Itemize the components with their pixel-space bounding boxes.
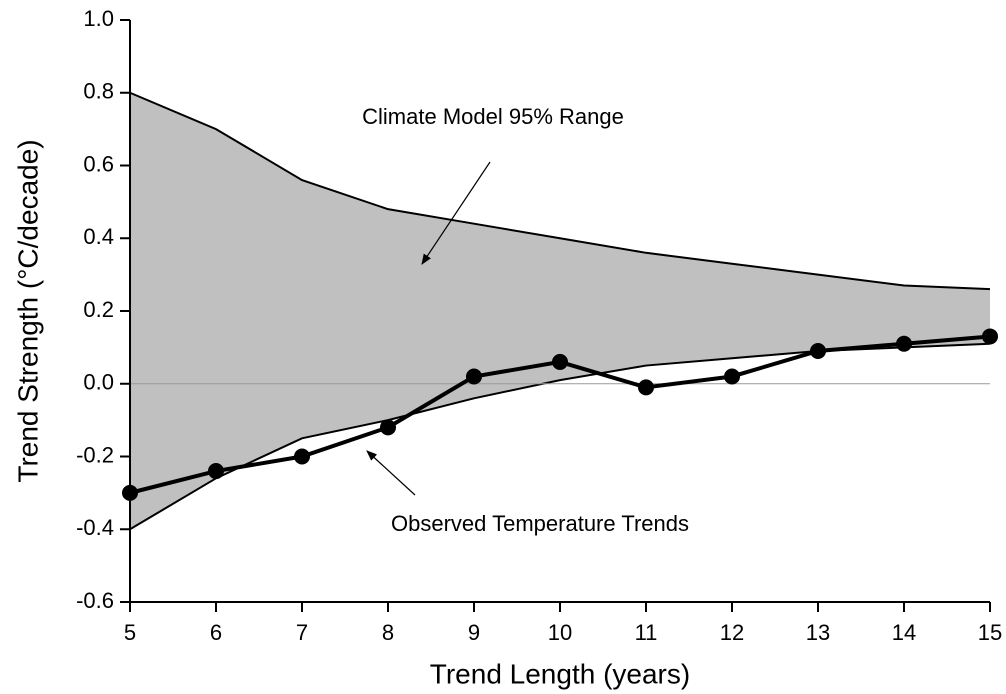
x-tick-label: 10 bbox=[548, 620, 572, 645]
observed-point bbox=[294, 448, 310, 465]
x-tick-label: 12 bbox=[720, 620, 744, 645]
observed-point bbox=[724, 368, 740, 385]
annotation: Climate Model 95% Range bbox=[362, 104, 624, 129]
y-tick-label: 0.8 bbox=[83, 79, 114, 104]
x-axis-title: Trend Length (years) bbox=[430, 658, 690, 689]
y-tick-label: -0.4 bbox=[76, 515, 114, 540]
y-tick-label: 0.6 bbox=[83, 151, 114, 176]
annotation-arrow bbox=[421, 161, 491, 265]
x-tick-label: 15 bbox=[978, 620, 1002, 645]
x-tick-label: 9 bbox=[468, 620, 480, 645]
x-tick-label: 5 bbox=[124, 620, 136, 645]
observed-point bbox=[380, 419, 396, 436]
observed-point bbox=[638, 379, 654, 396]
x-tick-label: 8 bbox=[382, 620, 394, 645]
x-tick-label: 13 bbox=[806, 620, 830, 645]
y-tick-label: 1.0 bbox=[83, 6, 114, 31]
observed-point bbox=[208, 463, 224, 480]
range-band bbox=[130, 92, 990, 530]
observed-point bbox=[466, 368, 482, 385]
y-tick-label: 0.2 bbox=[83, 297, 114, 322]
annotation-arrow bbox=[366, 450, 416, 496]
y-tick-label: 0.0 bbox=[83, 370, 114, 395]
x-tick-label: 6 bbox=[210, 620, 222, 645]
y-tick-label: 0.4 bbox=[83, 224, 114, 249]
y-tick-label: -0.2 bbox=[76, 442, 114, 467]
observed-point bbox=[810, 343, 826, 360]
y-tick-label: -0.6 bbox=[76, 588, 114, 613]
observed-point bbox=[982, 328, 998, 345]
band-edge bbox=[129, 91, 991, 291]
x-tick-label: 14 bbox=[892, 620, 916, 645]
plot-area: -0.6 -0.4 -0.2 0.0 0.2 0.4 0.6 0.8 1.0 5 6 7 8 9 10 11 1… bbox=[76, 6, 1002, 645]
observed-point bbox=[896, 335, 912, 352]
annotation: Observed Temperature Trends bbox=[391, 511, 689, 536]
x-tick-label: 7 bbox=[296, 620, 308, 645]
observed-point bbox=[552, 353, 568, 370]
y-axis-title: Trend Strength (°C/decade) bbox=[12, 139, 43, 482]
x-tick-label: 11 bbox=[635, 620, 658, 645]
